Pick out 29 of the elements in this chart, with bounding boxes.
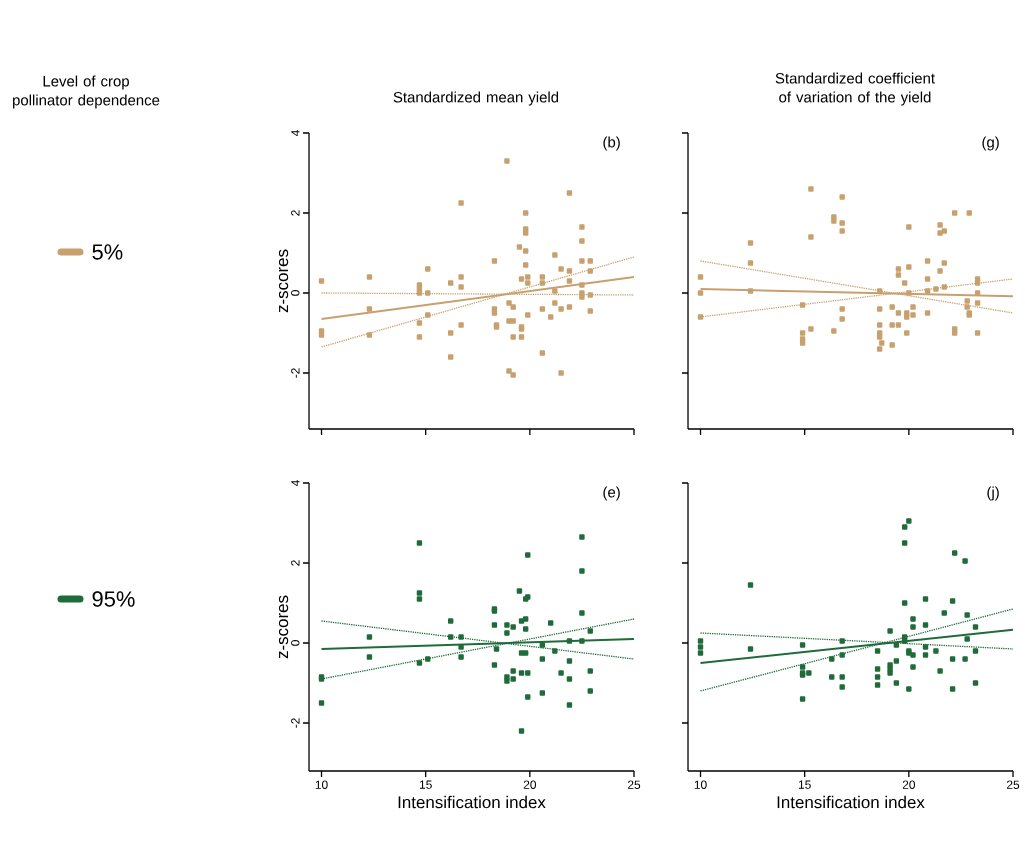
y-tick-label: 4 [291,480,300,487]
y-tick-label: 2 [291,210,300,216]
y-tick-label: 4 [291,130,300,137]
x-tick-label: 20 [902,780,916,789]
annotation: (b) [603,136,620,151]
x-tick-label: 25 [1006,780,1020,789]
chart-title: Standardized coefficient of variation of the yield [775,72,935,106]
x-axis-title: Intensification index [777,795,925,809]
x-tick-label: 20 [523,780,537,789]
x-tick-label: 15 [419,780,432,789]
x-tick-label: 10 [694,780,707,789]
x-tick-label: 25 [627,780,641,789]
y-tick-label: 2 [291,560,300,566]
annotation: (e) [603,486,620,501]
legend-label: 95% [92,591,135,607]
legend-label: 5% [92,244,123,260]
annotation: (j) [987,486,999,501]
x-tick-label: 15 [798,780,811,789]
y-tick-label: 0 [291,640,300,646]
y-tick-label: -2 [291,368,300,378]
annotation: (g) [982,136,999,151]
x-tick-label: 10 [315,780,328,789]
chart-title: Standardized mean yield [393,91,559,106]
y-axis-title: z-scores [278,249,289,313]
legend-title: Level of crop pollinator dependence [13,75,160,109]
x-axis-title: Intensification index [398,795,546,809]
y-axis-title: z-scores [278,595,289,659]
y-tick-label: -2 [291,718,300,728]
y-tick-label: 0 [291,290,300,296]
